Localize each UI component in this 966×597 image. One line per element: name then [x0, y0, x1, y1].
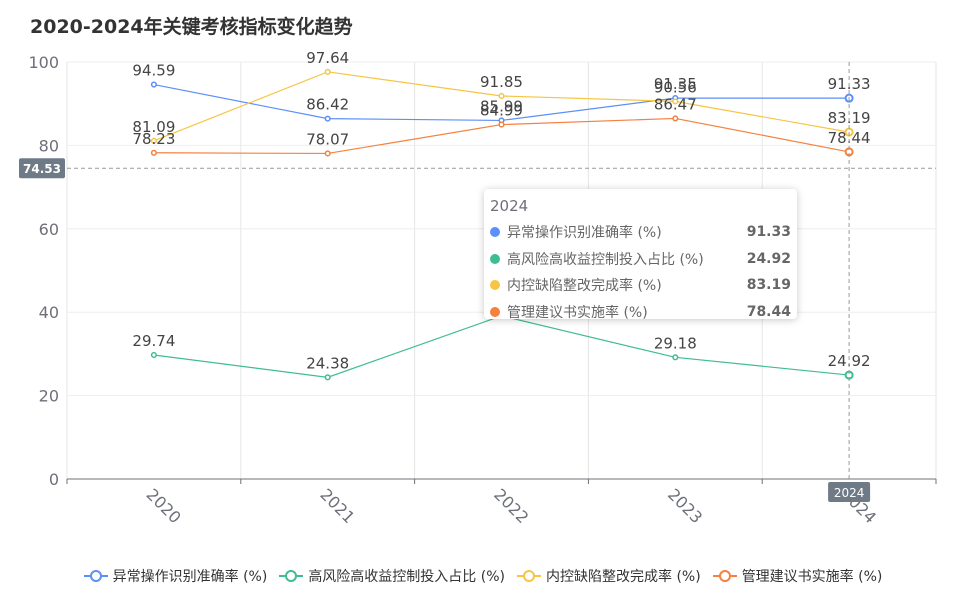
data-point	[498, 92, 505, 100]
y-tick-label: 80	[39, 136, 59, 155]
legend-line-icon	[279, 570, 304, 582]
y-tick-label: 20	[39, 387, 59, 406]
data-label: 91.35	[654, 75, 697, 93]
data-label: 86.42	[306, 96, 349, 114]
crosshair-y-label: 74.53	[23, 162, 61, 176]
crosshair-x-label: 2024	[834, 486, 865, 500]
tooltip: 2024 异常操作识别准确率 (%) 91.33 高风险高收益控制投入占比 (%…	[484, 189, 797, 321]
series-line	[153, 315, 850, 378]
legend-line-icon	[517, 570, 541, 582]
series-marker-icon	[490, 253, 500, 264]
tooltip-row: 高风险高收益控制投入占比 (%) 24.92	[490, 246, 791, 273]
data-label: 78.44	[828, 129, 871, 147]
tooltip-series-value: 91.33	[746, 224, 791, 241]
data-point	[324, 374, 331, 381]
legend-item-accuracy[interactable]: 异常操作识别准确率 (%)	[83, 566, 268, 586]
x-tick-label: 2023	[664, 485, 706, 527]
data-label: 81.09	[132, 118, 175, 136]
chart-title: 2020-2024年关键考核指标变化趋势	[30, 16, 353, 38]
legend-line-icon	[712, 570, 737, 582]
legend-line-icon	[83, 570, 108, 582]
data-label: 86.47	[654, 95, 697, 113]
data-label: 94.59	[132, 62, 175, 80]
data-label: 90.56	[654, 78, 697, 96]
data-point	[498, 121, 505, 128]
y-tick-label: 100	[28, 53, 59, 72]
data-label: 24.38	[306, 354, 349, 372]
tooltip-series-value: 24.92	[746, 250, 791, 267]
legend-item-rectification[interactable]: 内控缺陷整改完成率 (%)	[517, 566, 701, 586]
x-tick-label: 2022	[490, 485, 532, 527]
legend-label: 内控缺陷整改完成率 (%)	[546, 569, 701, 585]
tooltip-series-value: 78.44	[746, 303, 791, 320]
legend: 异常操作识别准确率 (%) 高风险高收益控制投入占比 (%) 内控缺陷整改完成率…	[0, 566, 966, 586]
data-point	[324, 150, 331, 157]
x-tick-label: 2020	[143, 485, 185, 527]
y-tick-label: 40	[39, 303, 59, 322]
data-point	[672, 98, 679, 105]
data-point	[150, 81, 157, 88]
tooltip-row: 内控缺陷整改完成率 (%) 83.19	[490, 272, 791, 299]
series-marker-icon	[490, 280, 500, 291]
data-label: 91.85	[480, 73, 523, 91]
tooltip-series-name: 异常操作识别准确率 (%)	[507, 225, 662, 242]
y-tick-label: 0	[49, 470, 59, 489]
data-label: 78.07	[306, 130, 349, 148]
data-label: 24.92	[828, 352, 871, 370]
tooltip-series-name: 管理建议书实施率 (%)	[507, 304, 648, 321]
data-point	[150, 149, 157, 156]
legend-label: 异常操作识别准确率 (%)	[112, 569, 268, 585]
series-marker-icon	[490, 306, 500, 317]
data-label: 78.23	[132, 130, 175, 148]
data-point	[672, 115, 679, 122]
data-label: 29.18	[654, 334, 697, 352]
legend-item-investment[interactable]: 高风险高收益控制投入占比 (%)	[279, 566, 505, 586]
crosshair-y-badge	[19, 158, 65, 179]
data-label: 97.64	[306, 49, 349, 67]
legend-item-implementation[interactable]: 管理建议书实施率 (%)	[712, 566, 883, 586]
tooltip-header: 2024	[490, 197, 529, 215]
data-label: 84.99	[480, 102, 523, 120]
tooltip-series-name: 高风险高收益控制投入占比 (%)	[507, 251, 704, 268]
data-point	[672, 354, 679, 361]
data-point	[150, 351, 157, 359]
legend-label: 管理建议书实施率 (%)	[741, 569, 883, 585]
x-tick-label: 2021	[316, 485, 358, 527]
series-marker-icon	[490, 227, 500, 238]
crosshair-x-badge	[828, 482, 871, 502]
legend-label: 高风险高收益控制投入占比 (%)	[308, 569, 505, 585]
tooltip-row: 管理建议书实施率 (%) 78.44	[490, 299, 791, 326]
data-point	[150, 137, 157, 144]
data-label: 85.99	[480, 97, 523, 115]
data-point	[324, 115, 331, 122]
tooltip-series-name: 内控缺陷整改完成率 (%)	[507, 278, 662, 295]
data-point	[324, 68, 331, 75]
tooltip-row: 异常操作识别准确率 (%) 91.33	[490, 219, 791, 246]
data-label: 29.74	[132, 332, 175, 350]
tooltip-series-value: 83.19	[746, 277, 791, 294]
y-tick-label: 60	[39, 220, 59, 239]
